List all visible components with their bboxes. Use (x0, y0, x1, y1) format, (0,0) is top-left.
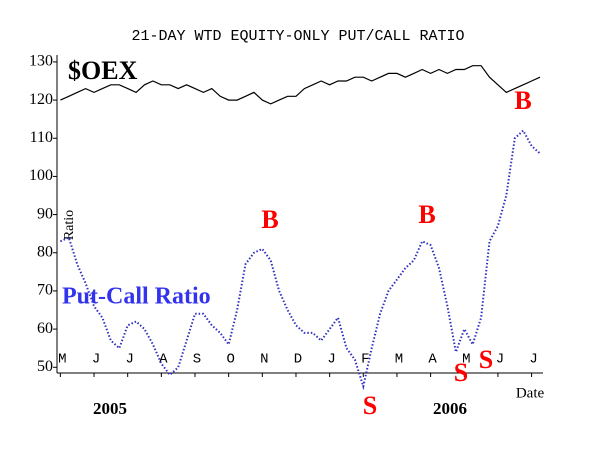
series-label: $OEX (68, 56, 138, 85)
x-tick-label: J (496, 352, 504, 368)
y-tick-label: 120 (29, 91, 53, 108)
annotation: 2005 (93, 399, 127, 418)
series-label: Put-Call Ratio (62, 284, 211, 310)
x-axis-label: Date (516, 385, 545, 401)
x-tick-label: M (395, 352, 403, 368)
y-tick-label: 70 (37, 282, 53, 299)
x-tick-label: J (92, 352, 100, 368)
y-tick-label: 80 (37, 243, 53, 260)
y-tick-label: 60 (37, 320, 53, 337)
y-tick-label: 130 (29, 53, 53, 70)
x-tick-label: O (226, 352, 234, 368)
x-tick-label: J (125, 352, 133, 368)
annotation: B (514, 86, 531, 115)
x-tick-label: M (462, 352, 470, 368)
x-tick-label: J (327, 352, 335, 368)
annotation: S (454, 358, 468, 387)
x-tick-label: J (529, 352, 537, 368)
annotation: B (418, 200, 435, 229)
x-tick-label: D (294, 352, 302, 368)
x-tick-label: N (260, 352, 268, 368)
annotation: S (363, 391, 377, 420)
x-tick-label: M (58, 352, 66, 368)
x-tick-label: S (193, 352, 201, 368)
x-tick-label: F (361, 352, 369, 368)
x-tick-label: A (428, 352, 437, 368)
annotation: B (261, 205, 278, 234)
annotation: 2006 (433, 399, 467, 418)
annotation: S (479, 345, 493, 374)
y-tick-label: 50 (37, 358, 53, 375)
y-tick-label: 90 (37, 205, 53, 222)
chart-title: 21-DAY WTD EQUITY-ONLY PUT/CALL RATIO (131, 28, 464, 45)
series-line (59, 129, 541, 391)
x-tick-label: A (159, 352, 168, 368)
y-tick-label: 110 (30, 129, 53, 146)
series-line (60, 65, 541, 105)
y-tick-label: 100 (29, 167, 53, 184)
y-axis-label: Ratio (62, 210, 77, 240)
